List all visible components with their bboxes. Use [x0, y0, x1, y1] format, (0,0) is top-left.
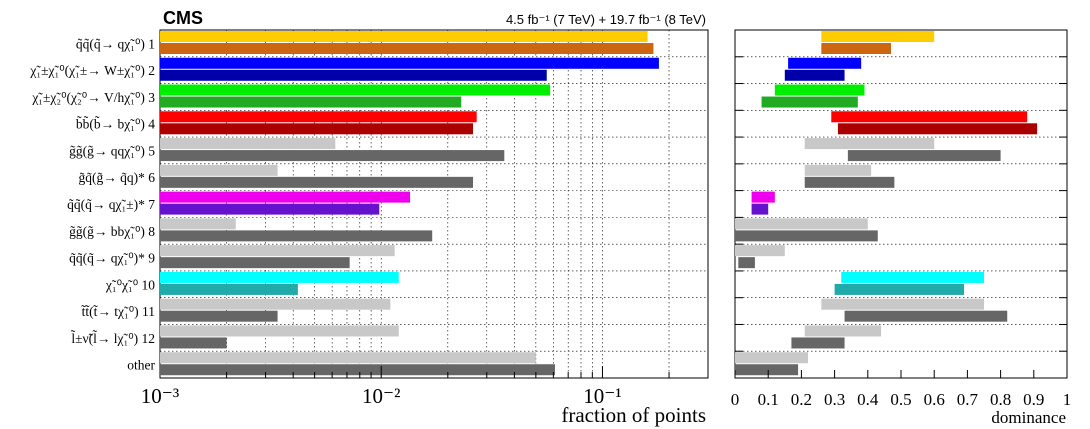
left-bar	[160, 191, 411, 203]
left-bar	[160, 298, 391, 310]
right-bar	[834, 283, 965, 295]
right-tick-label: 0.4	[857, 390, 879, 409]
right-bar	[735, 245, 785, 257]
left-bar	[160, 31, 648, 42]
left-bar	[160, 364, 555, 376]
right-tick-label: 0.1	[758, 390, 779, 409]
left-bar	[160, 164, 278, 176]
right-bar	[847, 150, 1001, 162]
left-bar	[160, 96, 462, 108]
right-bar	[844, 310, 1008, 322]
left-bar	[160, 203, 380, 215]
category-label: b̃b̃(b̃→ bχ̃₁⁰) 4	[76, 117, 155, 132]
left-bars	[160, 31, 659, 376]
left-bar	[160, 230, 433, 242]
left-bar	[160, 69, 547, 81]
right-tick-label: 0.7	[957, 390, 979, 409]
category-label: g̃g̃(g̃→ bbχ̃₁⁰) 8	[69, 224, 155, 239]
right-bar	[761, 96, 858, 108]
left-bar	[160, 283, 298, 295]
right-tick-label: 0.3	[824, 390, 845, 409]
right-bar	[751, 203, 769, 215]
right-bar	[841, 271, 984, 283]
experiment-label: CMS	[163, 8, 203, 28]
category-label: χ̃₁±χ̃₂⁰(χ̃₂⁰→ V/hχ̃₁⁰) 3	[31, 90, 155, 105]
category-label: q̃q̃(q̃→ qχ̃₁±)* 7	[67, 197, 155, 212]
left-bar	[160, 352, 536, 364]
right-bar	[804, 164, 872, 176]
category-label: l̃±ν̃(l̃→ lχ̃₁⁰) 12	[71, 331, 155, 346]
left-bar	[160, 310, 278, 322]
left-axis: 10⁻³ 10⁻² 10⁻¹	[141, 366, 670, 408]
right-bar	[738, 257, 755, 269]
right-plot-frame	[734, 29, 1068, 379]
left-bar	[160, 271, 399, 283]
right-bar	[837, 123, 1038, 135]
right-bar	[821, 298, 984, 310]
right-bar	[751, 191, 775, 203]
right-tick-label: 0.6	[924, 390, 945, 409]
left-bar	[160, 84, 551, 96]
right-grid	[735, 56, 1067, 352]
left-bar	[160, 111, 477, 123]
left-bar	[160, 337, 227, 349]
category-label: g̃g̃(g̃→ qqχ̃₁⁰) 5	[69, 143, 155, 158]
left-bar	[160, 325, 399, 337]
right-bar	[804, 138, 935, 150]
category-label: q̃q̃(q̃→ qχ̃₁⁰)* 9	[69, 251, 155, 266]
right-xlabel: dominance	[991, 408, 1066, 427]
left-grid	[160, 30, 708, 378]
left-bar	[160, 245, 395, 257]
right-bar	[831, 111, 1028, 123]
right-tick-label: 0.9	[1023, 390, 1044, 409]
left-bar	[160, 218, 236, 230]
right-bar	[735, 218, 868, 230]
right-bar	[804, 325, 882, 337]
left-bar	[160, 257, 350, 269]
category-label: other	[127, 358, 155, 373]
right-bar	[821, 43, 892, 54]
left-bar	[160, 43, 654, 54]
right-bar	[784, 69, 845, 81]
right-tick-label: 0.5	[890, 390, 911, 409]
category-labels: q̃q̃(q̃→ qχ̃₁⁰) 1 χ̃₁±χ̃₁⁰(χ̃₁±→ W±χ̃₁⁰) …	[29, 36, 155, 372]
right-tick-label: 0.2	[791, 390, 812, 409]
left-bar	[160, 176, 474, 188]
right-bar	[774, 84, 865, 96]
right-bar	[821, 31, 935, 42]
luminosity-label: 4.5 fb⁻¹ (7 TeV) + 19.7 fb⁻¹ (8 TeV)	[506, 12, 706, 27]
left-tick-label: 10⁻²	[362, 384, 400, 408]
right-tick-label: 1	[1063, 390, 1072, 409]
right-bar	[735, 230, 878, 242]
category-label: t̃t̃(t̃→ tχ̃₁⁰) 11	[81, 304, 155, 319]
left-bar	[160, 57, 659, 69]
category-label: χ̃₁±χ̃₁⁰(χ̃₁±→ W±χ̃₁⁰) 2	[29, 63, 155, 78]
right-bar	[791, 337, 845, 349]
right-bar	[804, 176, 895, 188]
left-bar	[160, 123, 474, 135]
right-tick-label: 0.8	[990, 390, 1011, 409]
left-xlabel: fraction of points	[561, 403, 706, 427]
right-bars	[735, 31, 1038, 376]
left-bar	[160, 150, 505, 162]
right-tick-label: 0	[731, 390, 740, 409]
category-label: χ̃₁⁰χ̃₁⁰ 10	[105, 277, 155, 292]
category-label: g̃q̃(g̃→ q̃q)* 6	[79, 170, 156, 185]
left-tick-label: 10⁻¹	[583, 384, 621, 408]
left-tick-label: 10⁻³	[141, 384, 179, 408]
right-bar	[735, 352, 809, 364]
right-bar	[788, 57, 862, 69]
category-label: q̃q̃(q̃→ qχ̃₁⁰) 1	[76, 36, 155, 51]
left-bar	[160, 138, 336, 150]
right-axis: 0 0.1 0.2 0.3 0.4 0.5 0.6 0.7 0.8 0.9 1	[731, 56, 1072, 409]
right-bar	[735, 364, 799, 376]
